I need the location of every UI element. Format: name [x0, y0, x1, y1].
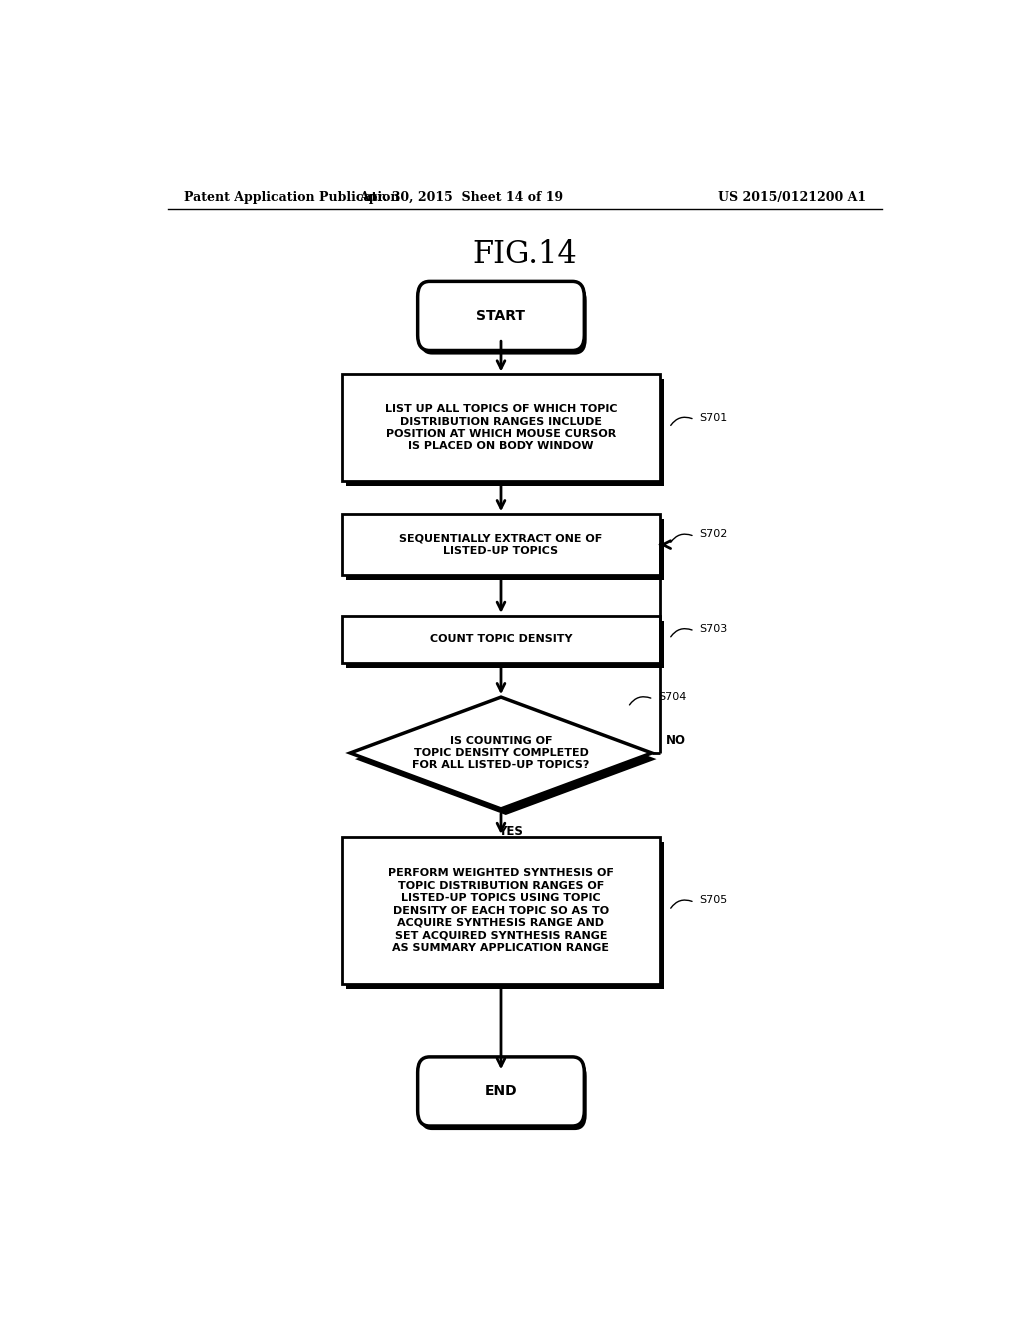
Text: S701: S701: [699, 413, 728, 422]
Text: Apr. 30, 2015  Sheet 14 of 19: Apr. 30, 2015 Sheet 14 of 19: [359, 190, 563, 203]
Text: LIST UP ALL TOPICS OF WHICH TOPIC
DISTRIBUTION RANGES INCLUDE
POSITION AT WHICH : LIST UP ALL TOPICS OF WHICH TOPIC DISTRI…: [385, 404, 617, 451]
Text: COUNT TOPIC DENSITY: COUNT TOPIC DENSITY: [430, 634, 572, 644]
Text: Patent Application Publication: Patent Application Publication: [183, 190, 399, 203]
Text: SEQUENTIALLY EXTRACT ONE OF
LISTED-UP TOPICS: SEQUENTIALLY EXTRACT ONE OF LISTED-UP TO…: [399, 533, 602, 556]
FancyBboxPatch shape: [418, 281, 585, 351]
Polygon shape: [350, 697, 651, 809]
Bar: [346, 519, 664, 581]
Bar: [346, 842, 664, 989]
Bar: [342, 837, 659, 985]
Polygon shape: [355, 704, 656, 814]
FancyBboxPatch shape: [418, 1057, 585, 1126]
Text: NO: NO: [666, 734, 686, 747]
Text: IS COUNTING OF
TOPIC DENSITY COMPLETED
FOR ALL LISTED-UP TOPICS?: IS COUNTING OF TOPIC DENSITY COMPLETED F…: [413, 735, 590, 771]
Text: S703: S703: [699, 624, 728, 634]
Bar: [346, 620, 664, 668]
Text: PERFORM WEIGHTED SYNTHESIS OF
TOPIC DISTRIBUTION RANGES OF
LISTED-UP TOPICS USIN: PERFORM WEIGHTED SYNTHESIS OF TOPIC DIST…: [388, 869, 614, 953]
Text: S702: S702: [699, 529, 728, 540]
Bar: [342, 515, 659, 576]
Text: END: END: [484, 1085, 517, 1098]
Text: START: START: [476, 309, 525, 323]
Text: US 2015/0121200 A1: US 2015/0121200 A1: [718, 190, 866, 203]
Text: YES: YES: [498, 825, 523, 838]
Text: FIG.14: FIG.14: [472, 239, 578, 271]
FancyBboxPatch shape: [420, 1061, 587, 1130]
FancyBboxPatch shape: [420, 285, 587, 355]
Bar: [342, 375, 659, 480]
Text: S704: S704: [658, 692, 686, 702]
Text: S705: S705: [699, 895, 728, 906]
Bar: [346, 379, 664, 486]
Bar: [342, 615, 659, 663]
